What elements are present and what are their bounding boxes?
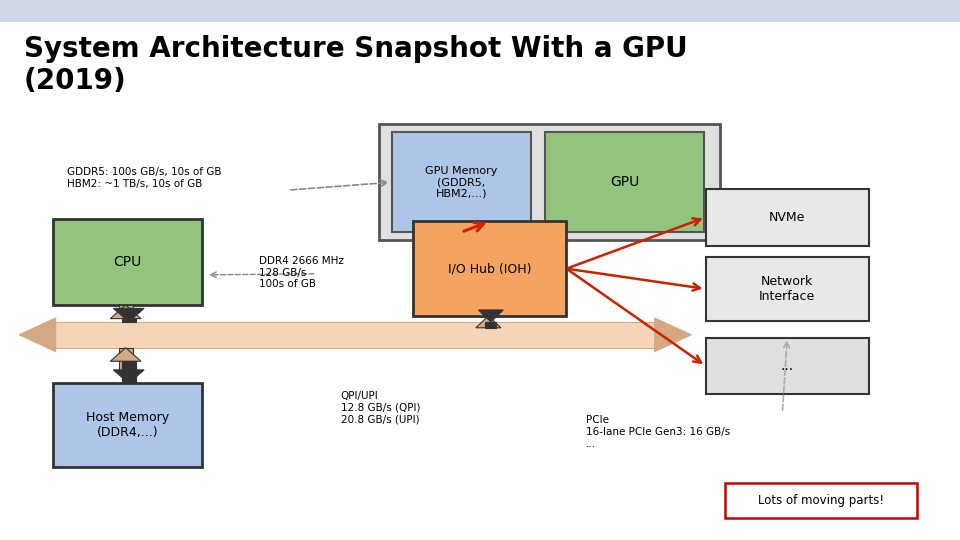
Text: Host Memory
(DDR4,...): Host Memory (DDR4,...) [85, 411, 169, 439]
FancyBboxPatch shape [706, 338, 869, 394]
Polygon shape [110, 348, 141, 361]
FancyBboxPatch shape [53, 383, 202, 467]
Polygon shape [113, 308, 144, 322]
FancyBboxPatch shape [122, 361, 135, 383]
Text: Network
Interface: Network Interface [759, 275, 815, 303]
Polygon shape [110, 305, 141, 319]
FancyBboxPatch shape [706, 189, 869, 246]
Polygon shape [19, 318, 56, 352]
FancyBboxPatch shape [0, 0, 960, 22]
FancyBboxPatch shape [485, 322, 496, 328]
Text: GPU Memory
(GDDR5,
HBM2,...): GPU Memory (GDDR5, HBM2,...) [425, 166, 497, 199]
Text: QPI/UPI
12.8 GB/s (QPI)
20.8 GB/s (UPI): QPI/UPI 12.8 GB/s (QPI) 20.8 GB/s (UPI) [341, 391, 420, 424]
FancyBboxPatch shape [119, 348, 132, 370]
Text: GDDR5: 100s GB/s, 10s of GB
HBM2: ~1 TB/s, 10s of GB: GDDR5: 100s GB/s, 10s of GB HBM2: ~1 TB/… [67, 167, 222, 189]
Text: ...: ... [780, 359, 794, 373]
Text: NVMe: NVMe [769, 211, 805, 224]
FancyBboxPatch shape [119, 305, 132, 308]
FancyBboxPatch shape [392, 132, 531, 232]
FancyBboxPatch shape [413, 221, 566, 316]
FancyBboxPatch shape [379, 124, 720, 240]
FancyBboxPatch shape [122, 319, 135, 322]
Text: I/O Hub (IOH): I/O Hub (IOH) [448, 262, 531, 275]
Text: DDR4 2666 MHz
128 GB/s
100s of GB: DDR4 2666 MHz 128 GB/s 100s of GB [259, 256, 344, 289]
Text: PCIe
16-lane PCIe Gen3: 16 GB/s
...: PCIe 16-lane PCIe Gen3: 16 GB/s ... [586, 415, 730, 449]
FancyBboxPatch shape [53, 219, 202, 305]
FancyBboxPatch shape [545, 132, 704, 232]
FancyBboxPatch shape [483, 310, 494, 316]
Polygon shape [476, 316, 501, 328]
FancyBboxPatch shape [725, 483, 917, 518]
Text: Lots of moving parts!: Lots of moving parts! [757, 494, 884, 508]
FancyBboxPatch shape [706, 256, 869, 321]
Text: CPU: CPU [113, 255, 141, 269]
Polygon shape [478, 310, 503, 322]
FancyBboxPatch shape [53, 322, 658, 348]
Text: System Architecture Snapshot With a GPU
(2019): System Architecture Snapshot With a GPU … [24, 35, 687, 96]
Polygon shape [655, 318, 691, 352]
Text: GPU: GPU [610, 176, 639, 189]
Polygon shape [113, 370, 144, 383]
